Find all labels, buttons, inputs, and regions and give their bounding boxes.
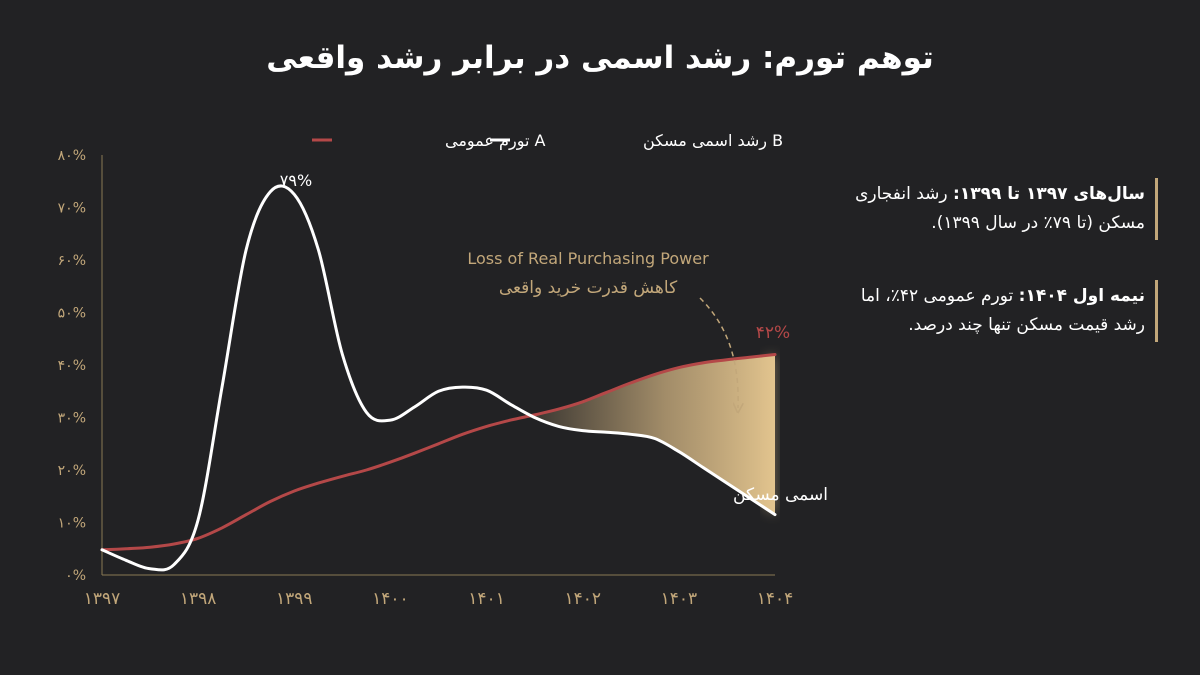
gap-pointer-arrow bbox=[699, 297, 738, 408]
series-line-inflation bbox=[100, 353, 777, 552]
peak-value-label: ۷۹% bbox=[280, 171, 312, 190]
page-title: توهم تورم: رشد اسمی در برابر رشد واقعی bbox=[266, 40, 934, 76]
x-tick-label: ۱۴۰۴ bbox=[757, 589, 794, 609]
series-line-housing bbox=[100, 184, 777, 572]
y-tick-label: ۵۰% bbox=[58, 306, 86, 322]
y-tick-label: ۰% bbox=[65, 568, 86, 584]
side-notes: سال‌های ۱۳۹۷ تا ۱۳۹۹: رشد انفجاری مسکن (… bbox=[840, 178, 1158, 382]
chart-legend: A تورم عمومی B رشد اسمی مسکن bbox=[312, 131, 783, 151]
x-tick-label: ۱۳۹۷ bbox=[84, 589, 121, 609]
y-tick-label: ۲۰% bbox=[58, 463, 86, 479]
note-text: رشد انفجاری مسکن (تا ۷۹٪ در سال ۱۳۹۹). bbox=[855, 184, 1145, 233]
note-item: سال‌های ۱۳۹۷ تا ۱۳۹۹: رشد انفجاری مسکن (… bbox=[840, 178, 1158, 240]
line-chart: A تورم عمومی B رشد اسمی مسکن ۰% ۱۰% ۲۰% ۳۰%… bbox=[58, 131, 830, 609]
y-tick-label: ۱۰% bbox=[58, 516, 86, 532]
end-value-label: ۴۲% bbox=[756, 323, 790, 343]
x-tick-label: ۱۳۹۹ bbox=[276, 589, 313, 609]
note-heading: نیمه اول ۱۴۰۴: bbox=[1018, 286, 1145, 306]
x-tick-label: ۱۳۹۸ bbox=[180, 589, 217, 609]
y-tick-label: ۳۰% bbox=[58, 411, 86, 427]
legend-label-B: B رشد اسمی مسکن bbox=[643, 131, 783, 151]
x-tick-label: ۱۴۰۲ bbox=[564, 589, 601, 609]
housing-line-label: رشد اسمی مسکن bbox=[733, 485, 830, 505]
x-tick-label: ۱۴۰۱ bbox=[468, 589, 505, 609]
y-tick-label: ۷۰% bbox=[58, 201, 86, 217]
gap-label-persian: کاهش قدرت خرید واقعی bbox=[499, 278, 678, 298]
x-tick-label: ۱۴۰۳ bbox=[661, 589, 698, 609]
note-heading: سال‌های ۱۳۹۷ تا ۱۳۹۹: bbox=[953, 184, 1145, 204]
y-tick-label: ۴۰% bbox=[58, 358, 86, 374]
note-text: تورم عمومی ۴۲٪، اما رشد قیمت مسکن تنها چ… bbox=[860, 286, 1145, 335]
gap-label-english: Loss of Real Purchasing Power bbox=[467, 249, 709, 268]
y-tick-labels: ۰% ۱۰% ۲۰% ۳۰% ۴۰% ۵۰% ۶۰% ۷۰% ۸۰% bbox=[58, 148, 86, 584]
x-tick-labels: ۱۳۹۷ ۱۳۹۸ ۱۳۹۹ ۱۴۰۰ ۱۴۰۱ ۱۴۰۲ ۱۴۰۳ ۱۴۰۴ bbox=[84, 589, 794, 609]
y-tick-label: ۶۰% bbox=[58, 253, 86, 269]
note-item: نیمه اول ۱۴۰۴: تورم عمومی ۴۲٪، اما رشد ق… bbox=[840, 280, 1158, 342]
x-tick-label: ۱۴۰۰ bbox=[372, 589, 409, 609]
y-tick-label: ۸۰% bbox=[58, 148, 86, 164]
